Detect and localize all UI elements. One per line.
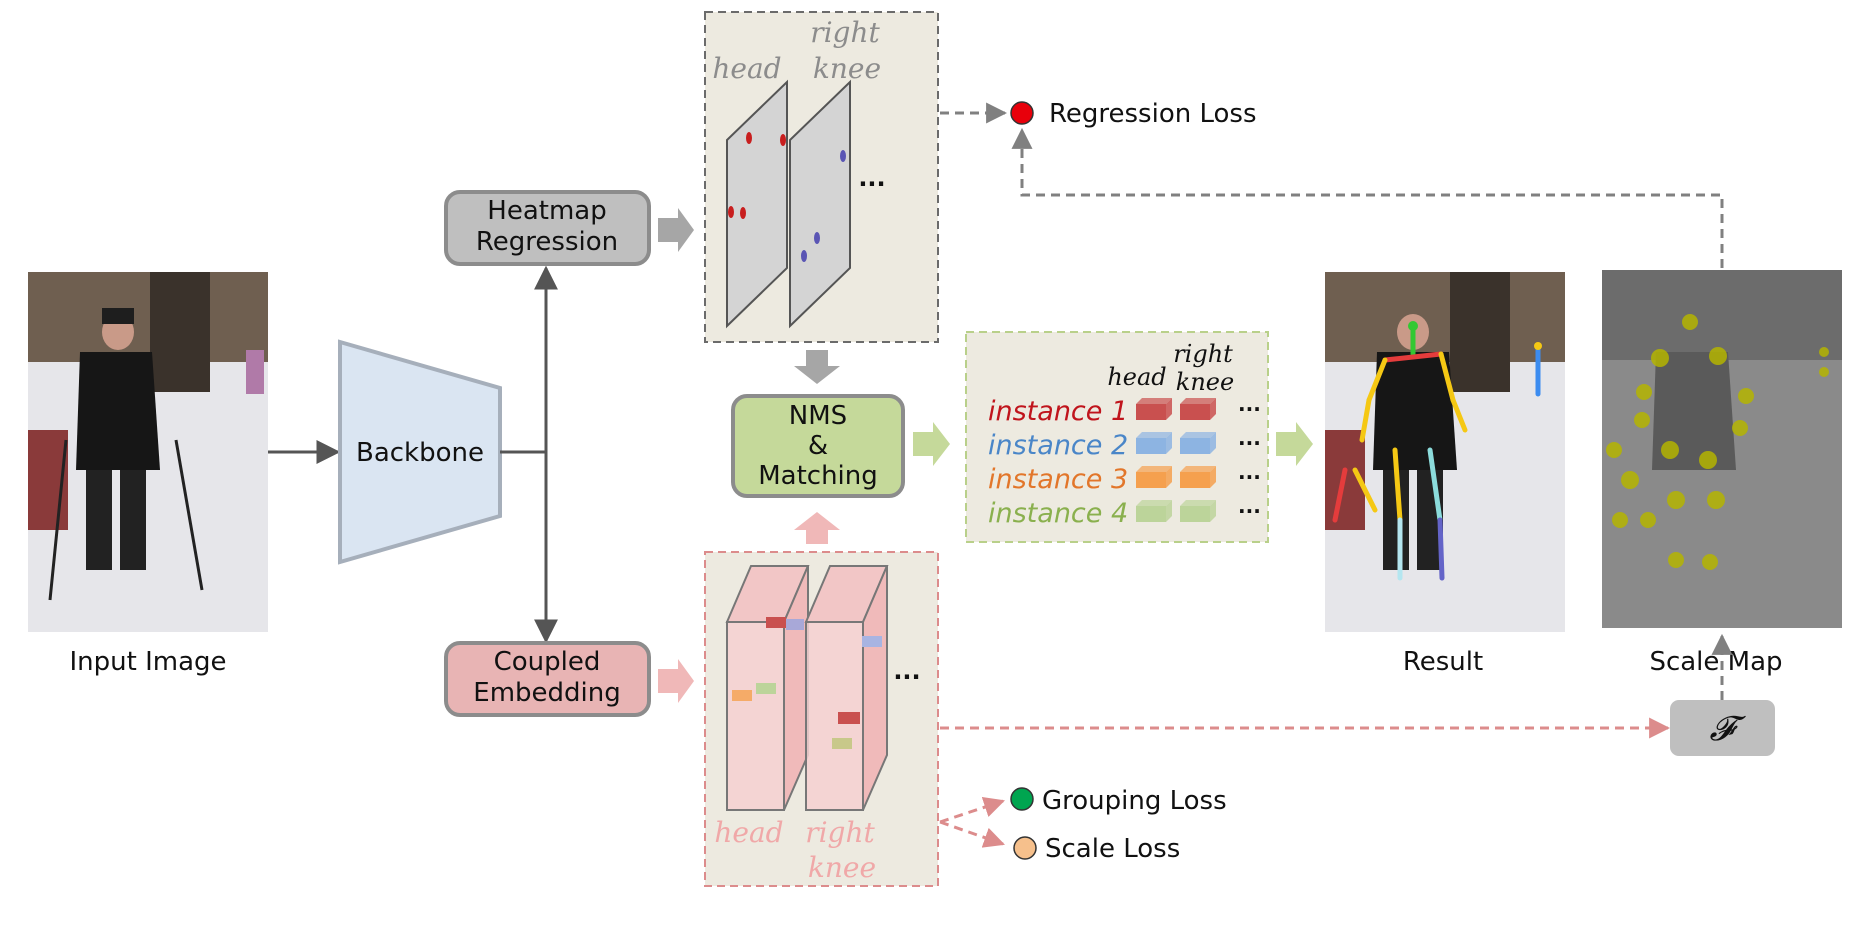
instance-ellipsis: ··· bbox=[1238, 465, 1261, 489]
instance-head-block bbox=[1136, 466, 1172, 488]
arrow-nms-to-instances bbox=[913, 422, 950, 466]
heatmap-col-head: head bbox=[712, 52, 781, 85]
embedding-col-head: head bbox=[714, 816, 783, 849]
instance-label: instance 4 bbox=[988, 498, 1128, 529]
instance-rows: instance 1 ··· instance 2 ··· instance 3 ··· i… bbox=[988, 396, 1261, 529]
arrow-instances-to-result bbox=[1276, 422, 1313, 466]
instance-col-right: right bbox=[1173, 340, 1233, 368]
nms-matching-box bbox=[731, 394, 905, 498]
embedding-panel bbox=[704, 551, 939, 887]
arrow-to-scale-loss bbox=[939, 820, 1005, 848]
regression-loss-label: Regression Loss bbox=[1049, 99, 1257, 129]
heatmap-label-line2: Regression bbox=[476, 227, 618, 257]
grouping-loss-label: Grouping Loss bbox=[1042, 786, 1227, 816]
instance-knee-block bbox=[1180, 398, 1216, 420]
instance-col-knee: knee bbox=[1176, 368, 1234, 396]
heatmap-plane-head bbox=[726, 79, 788, 329]
coupled-embedding-box bbox=[444, 641, 651, 717]
instance-knee-block bbox=[1180, 500, 1216, 522]
arrow-coupled-to-panel bbox=[658, 659, 694, 703]
input-image-label: Input Image bbox=[69, 647, 226, 677]
result-label: Result bbox=[1403, 647, 1483, 677]
heatmap-ellipsis: ··· bbox=[858, 170, 885, 198]
regression-loss-dot bbox=[1010, 101, 1034, 125]
instance-label: instance 2 bbox=[988, 430, 1128, 461]
heatmap-col-knee: knee bbox=[813, 52, 881, 85]
instance-label: instance 3 bbox=[988, 464, 1128, 495]
coupled-label-line1: Coupled bbox=[494, 647, 601, 677]
scale-function-box bbox=[1670, 700, 1775, 756]
scale-loss-dot bbox=[1013, 836, 1037, 860]
arrow-scalemap-to-regression bbox=[1011, 127, 1724, 268]
instance-head-block bbox=[1136, 500, 1172, 522]
embedding-col-right: right bbox=[805, 816, 875, 849]
result-image bbox=[1325, 272, 1565, 632]
embedding-col-knee: knee bbox=[808, 851, 876, 884]
arrow-to-grouping-loss bbox=[939, 797, 1005, 824]
scale-map-label: Scale Map bbox=[1649, 647, 1782, 677]
nms-label-line1: NMS bbox=[789, 401, 847, 431]
instance-col-head: head bbox=[1107, 363, 1166, 391]
instance-head-block bbox=[1136, 398, 1172, 420]
instance-label: instance 1 bbox=[988, 396, 1128, 427]
grouping-loss-dot bbox=[1010, 787, 1034, 811]
embedding-ellipsis: ··· bbox=[893, 663, 920, 691]
instance-panel bbox=[965, 331, 1269, 543]
arrow-embedding-to-nms bbox=[794, 512, 840, 544]
heatmap-plane-right-knee bbox=[789, 79, 851, 329]
input-image bbox=[28, 272, 268, 632]
instance-knee-block bbox=[1180, 432, 1216, 454]
instance-ellipsis: ··· bbox=[1238, 431, 1261, 455]
coupled-label-line2: Embedding bbox=[473, 678, 620, 708]
backbone-label: Backbone bbox=[356, 438, 484, 468]
instance-head-block bbox=[1136, 432, 1172, 454]
instance-ellipsis: ··· bbox=[1238, 499, 1261, 523]
heatmap-panel bbox=[704, 11, 939, 343]
backbone-block bbox=[338, 339, 502, 565]
arrow-heatmap-to-panel bbox=[658, 208, 694, 252]
heatmap-label-line1: Heatmap bbox=[487, 196, 606, 226]
nms-label-line3: Matching bbox=[758, 461, 878, 491]
nms-label-line2: & bbox=[808, 431, 828, 461]
scale-map-image bbox=[1602, 270, 1842, 628]
heatmap-regression-box bbox=[444, 190, 651, 266]
heatmap-col-right: right bbox=[810, 16, 880, 49]
scale-loss-label: Scale Loss bbox=[1045, 834, 1180, 864]
instance-knee-block bbox=[1180, 466, 1216, 488]
instance-ellipsis: ··· bbox=[1238, 397, 1261, 421]
arrow-heatmap-to-nms bbox=[794, 350, 840, 384]
